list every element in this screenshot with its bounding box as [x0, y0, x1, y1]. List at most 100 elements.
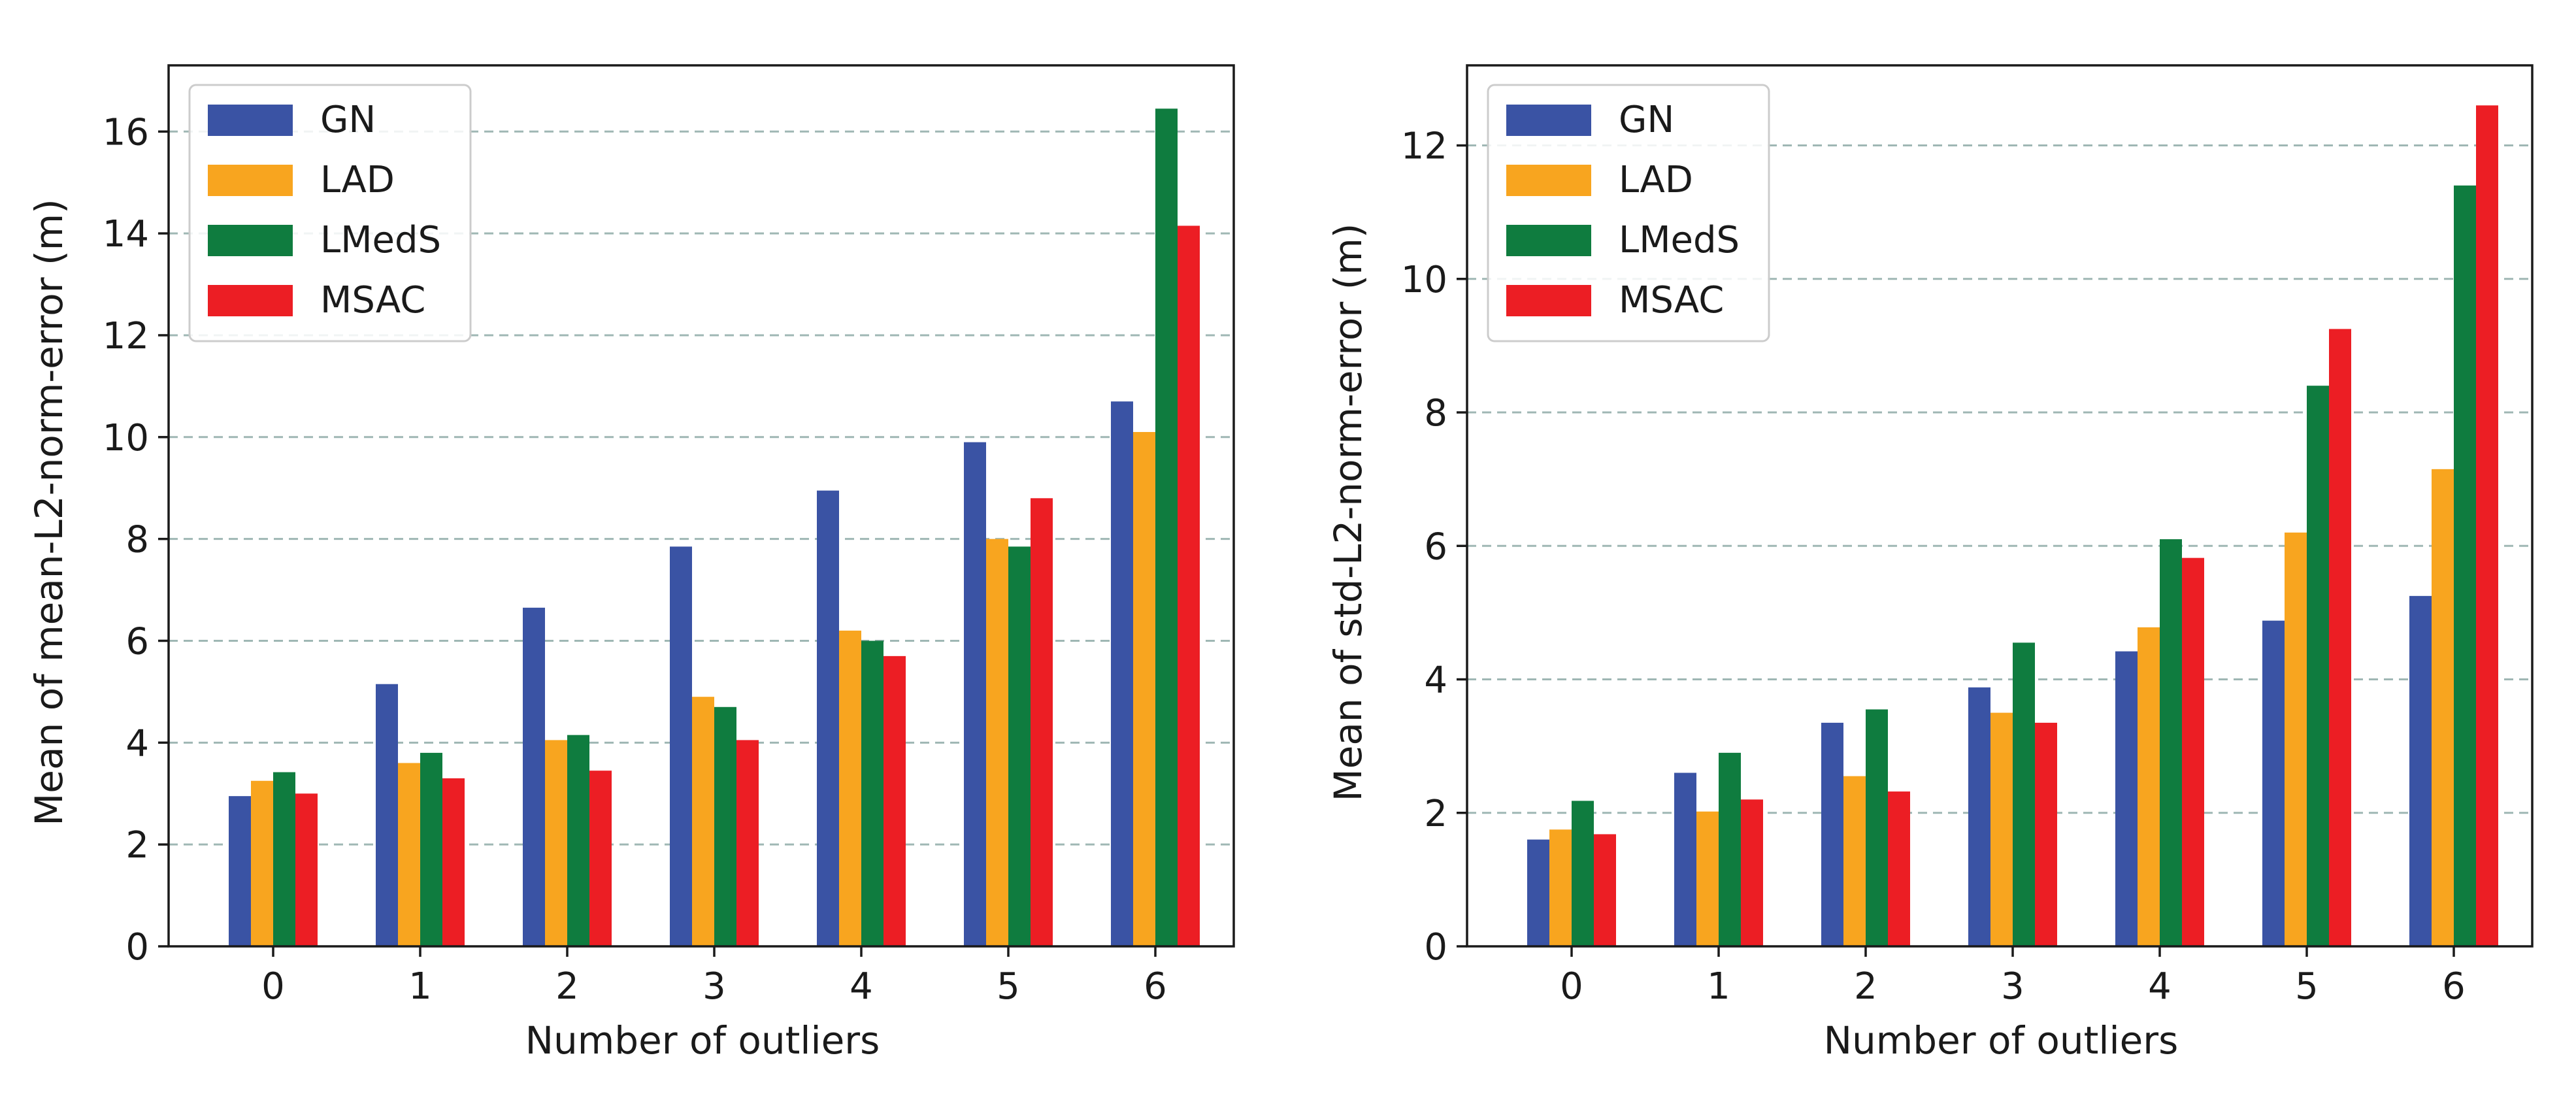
plot-frame	[1466, 64, 2534, 948]
bar-GN-6	[2409, 595, 2432, 946]
x-tick-label: 3	[702, 965, 726, 1008]
x-axis-label: Number of outliers	[1824, 1018, 2179, 1063]
legend-label-GN: GN	[1619, 99, 1674, 141]
bar-LAD-6	[1133, 432, 1155, 946]
y-tick-label: 4	[1424, 659, 1447, 702]
bar-LAD-3	[692, 697, 714, 946]
y-tick-label: 0	[1424, 926, 1447, 969]
bar-GN-1	[1674, 772, 1696, 946]
x-tick-label: 4	[2148, 965, 2171, 1008]
bar-GN-0	[1527, 839, 1549, 946]
legend: GN LAD LMedS MSAC	[1487, 84, 1770, 342]
bar-LMedS-4	[2160, 539, 2182, 946]
bar-MSAC-6	[1178, 225, 1200, 947]
x-tick-label: 2	[1854, 965, 1877, 1008]
y-tick-label: 14	[103, 213, 149, 256]
bar-LAD-2	[1843, 776, 1866, 946]
y-tick-label: 6	[1424, 525, 1447, 568]
x-tick-label: 1	[408, 965, 432, 1008]
bar-GN-3	[670, 546, 692, 946]
bar-LAD-1	[398, 763, 420, 946]
bar-LMedS-6	[2454, 185, 2476, 947]
legend-swatch-MSAC	[208, 285, 293, 316]
y-tick-label: 6	[125, 620, 149, 663]
bar-MSAC-2	[1888, 791, 1910, 946]
legend-label-LMedS: LMedS	[1619, 219, 1740, 261]
bar-LMedS-0	[273, 772, 295, 946]
bar-MSAC-3	[736, 740, 759, 946]
bar-LAD-5	[2285, 532, 2307, 946]
x-tick-label: 5	[2295, 965, 2319, 1008]
plot-frame	[167, 64, 1235, 948]
legend-swatch-GN	[1506, 105, 1591, 136]
bar-GN-0	[229, 796, 251, 946]
legend-swatch-MSAC	[1506, 285, 1591, 316]
y-tick-label: 2	[125, 824, 149, 867]
bar-GN-4	[817, 490, 839, 946]
x-tick-label: 6	[2442, 965, 2466, 1008]
bar-LAD-0	[1549, 829, 1572, 946]
y-tick-label: 10	[103, 417, 149, 459]
bar-LAD-4	[2138, 627, 2160, 946]
y-axis-label: Mean of mean-L2-norm-error (m)	[27, 199, 71, 825]
legend-label-MSAC: MSAC	[320, 279, 425, 322]
bar-LMedS-5	[2307, 386, 2329, 946]
y-tick-label: 16	[103, 111, 149, 154]
y-tick-label: 4	[125, 722, 149, 765]
bar-MSAC-1	[442, 778, 465, 946]
bar-LAD-0	[251, 780, 273, 946]
x-tick-label: 5	[997, 965, 1020, 1008]
y-tick-label: 8	[1424, 392, 1447, 435]
bar-MSAC-4	[2182, 557, 2204, 946]
bar-LAD-3	[1990, 712, 2013, 946]
bar-LMedS-3	[2013, 642, 2035, 946]
bar-LAD-4	[839, 630, 861, 946]
bar-LMedS-2	[1866, 709, 1888, 946]
bar-GN-6	[1111, 401, 1133, 946]
x-tick-label: 4	[850, 965, 873, 1008]
bar-LAD-2	[545, 740, 567, 946]
bar-MSAC-3	[2035, 722, 2057, 946]
bar-GN-2	[1821, 722, 1843, 946]
x-tick-label: 0	[261, 965, 285, 1008]
bar-LMedS-3	[714, 706, 736, 946]
bar-GN-2	[523, 607, 545, 946]
bar-LMedS-5	[1008, 546, 1031, 946]
bar-LMedS-0	[1572, 801, 1594, 946]
x-tick-label: 1	[1707, 965, 1730, 1008]
legend-swatch-LAD	[1506, 165, 1591, 196]
x-tick-label: 0	[1560, 965, 1583, 1008]
bar-LAD-5	[986, 539, 1008, 946]
legend-swatch-LMedS	[208, 225, 293, 256]
legend-label-LAD: LAD	[1619, 159, 1693, 201]
bar-MSAC-1	[1741, 799, 1763, 946]
y-tick-label: 10	[1401, 259, 1447, 301]
bar-MSAC-4	[883, 656, 906, 946]
bar-GN-3	[1968, 687, 1990, 946]
y-tick-label: 0	[125, 926, 149, 969]
legend-label-LAD: LAD	[320, 159, 395, 201]
bar-LMedS-1	[420, 752, 442, 946]
y-tick-label: 2	[1424, 793, 1447, 835]
x-tick-label: 2	[555, 965, 579, 1008]
y-tick-label: 12	[103, 315, 149, 357]
bar-GN-5	[2262, 620, 2285, 946]
y-tick-label: 8	[125, 519, 149, 561]
bar-GN-5	[964, 442, 986, 946]
x-tick-label: 3	[2001, 965, 2024, 1008]
bar-LMedS-6	[1155, 108, 1178, 947]
bar-MSAC-0	[295, 793, 318, 946]
x-tick-label: 6	[1144, 965, 1167, 1008]
legend-box	[188, 84, 472, 342]
legend: GN LAD LMedS MSAC	[188, 84, 472, 342]
bar-LAD-1	[1696, 811, 1719, 946]
legend-swatch-LAD	[208, 165, 293, 196]
y-axis-label: Mean of std-L2-norm-error (m)	[1326, 224, 1370, 802]
bar-GN-4	[2115, 651, 2138, 946]
bar-LAD-6	[2432, 469, 2454, 946]
bar-LMedS-1	[1719, 752, 1741, 946]
legend-label-GN: GN	[320, 99, 376, 141]
